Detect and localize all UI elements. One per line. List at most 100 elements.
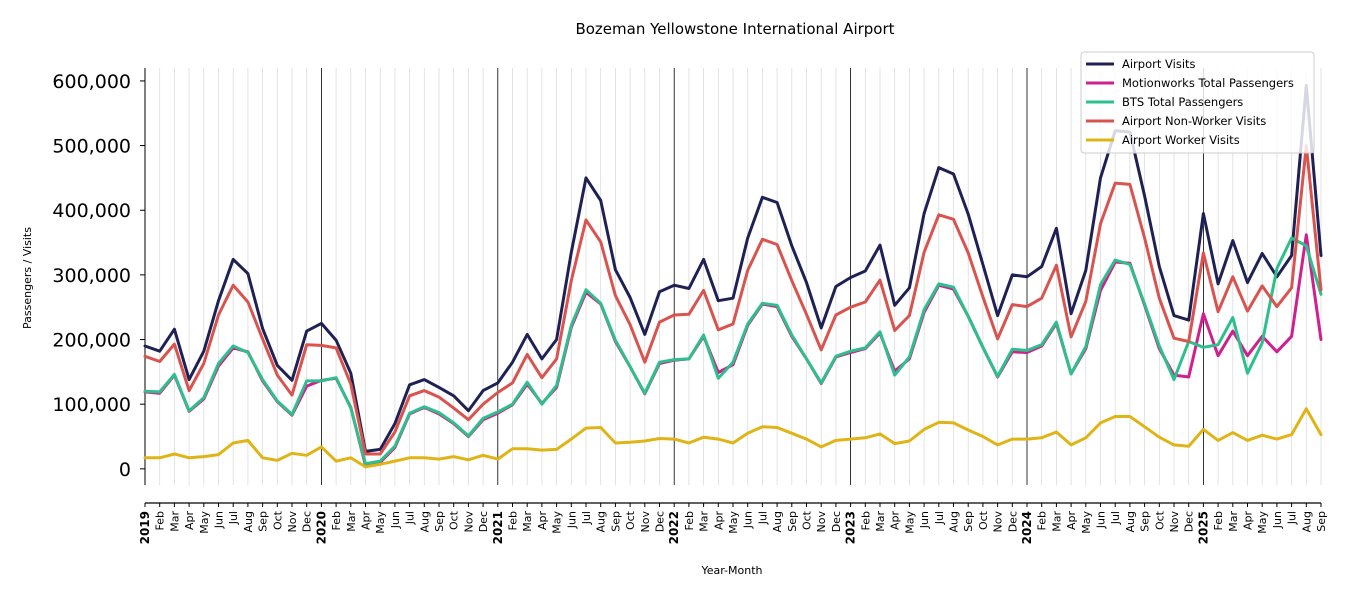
x-tick-label: Dec bbox=[830, 511, 843, 532]
x-tick-label: Jun bbox=[1271, 511, 1284, 529]
x-tick-label: Dec bbox=[477, 511, 490, 532]
x-tick-label: Jul bbox=[756, 511, 769, 525]
x-tick-label: Mar bbox=[1227, 511, 1240, 532]
y-tick-label: 100,000 bbox=[52, 394, 131, 416]
x-tick-label: Oct bbox=[271, 510, 284, 530]
x-tick-label: Apr bbox=[1242, 511, 1255, 531]
y-axis-label: Passengers / Visits bbox=[21, 227, 34, 329]
x-tick-label: Feb bbox=[683, 511, 696, 530]
legend-label: Airport Visits bbox=[1122, 57, 1196, 71]
legend-label: Airport Non-Worker Visits bbox=[1122, 114, 1266, 128]
x-tick-label: 2024 bbox=[1020, 511, 1034, 544]
x-tick-label: Aug bbox=[418, 511, 431, 532]
y-tick-label: 600,000 bbox=[52, 71, 131, 93]
x-tick-label: Nov bbox=[286, 511, 299, 533]
legend: Airport Visits Motionworks Total Passenge… bbox=[1080, 51, 1315, 154]
x-tick-label: Oct bbox=[1153, 510, 1166, 530]
series-line-airport-non-worker-visits bbox=[143, 144, 1323, 456]
x-tick-label: Nov bbox=[992, 511, 1005, 533]
x-tick-label: Apr bbox=[536, 511, 549, 531]
x-tick-label: Aug bbox=[771, 511, 784, 532]
x-tick-label: Jun bbox=[213, 511, 226, 529]
x-tick-label: May bbox=[374, 511, 387, 534]
x-tick-label: Dec bbox=[654, 511, 667, 532]
x-tick-label: Sep bbox=[257, 511, 270, 532]
x-tick-label: Jun bbox=[389, 511, 402, 529]
x-tick-label: Mar bbox=[698, 511, 711, 532]
x-tick-label: Oct bbox=[977, 510, 990, 530]
x-tick-label: 2019 bbox=[138, 511, 152, 544]
x-tick-label: Aug bbox=[1300, 511, 1313, 532]
x-tick-label: Oct bbox=[448, 510, 461, 530]
x-tick-label: Mar bbox=[168, 511, 181, 532]
legend-label: Motionworks Total Passengers bbox=[1122, 76, 1294, 90]
x-tick-label: 2023 bbox=[844, 511, 858, 544]
x-tick-label: Sep bbox=[1315, 511, 1328, 532]
x-tick-label: Apr bbox=[183, 511, 196, 531]
x-tick-label: Sep bbox=[786, 511, 799, 532]
x-tick-label: Feb bbox=[154, 511, 167, 530]
x-tick-label: Mar bbox=[345, 511, 358, 532]
x-tick-label: May bbox=[727, 511, 740, 534]
x-tick-label: 2020 bbox=[314, 511, 328, 544]
x-tick-label: Aug bbox=[242, 511, 255, 532]
x-tick-label: Nov bbox=[639, 511, 652, 533]
x-tick-label: Sep bbox=[962, 511, 975, 532]
x-tick-label: Aug bbox=[1124, 511, 1137, 532]
x-tick-label: Jul bbox=[580, 511, 593, 525]
y-tick-label: 200,000 bbox=[52, 330, 131, 352]
x-tick-label: Jun bbox=[742, 511, 755, 529]
x-tick-label: Apr bbox=[889, 511, 902, 531]
series-line-bts-total-passengers bbox=[143, 236, 1323, 466]
x-tick-label: Jun bbox=[565, 511, 578, 529]
x-tick-label: Apr bbox=[712, 511, 725, 531]
x-tick-label: Feb bbox=[859, 511, 872, 530]
x-tick-label: Jul bbox=[1286, 511, 1299, 525]
x-tick-label: May bbox=[1080, 511, 1093, 534]
x-tick-label: May bbox=[551, 511, 564, 534]
x-tick-label: May bbox=[198, 511, 211, 534]
x-tick-label: Feb bbox=[507, 511, 520, 530]
x-axis-label: Year-Month bbox=[700, 564, 762, 577]
x-tick-label: May bbox=[903, 511, 916, 534]
x-tick-label: Mar bbox=[1050, 511, 1063, 532]
x-tick-label: Dec bbox=[1006, 511, 1019, 532]
y-tick-label: 0 bbox=[119, 459, 131, 481]
x-tick-label: Apr bbox=[1065, 511, 1078, 531]
x-tick-label: Dec bbox=[1183, 511, 1196, 532]
x-tick-label: Jun bbox=[918, 511, 931, 529]
x-tick-label: Feb bbox=[330, 511, 343, 530]
x-tick-label: Jun bbox=[1095, 511, 1108, 529]
axes: 0 100,000 200,000 300,000 400,000 500,000 600,… bbox=[52, 68, 1328, 544]
x-tick-label: Oct bbox=[801, 510, 814, 530]
x-tick-label: Feb bbox=[1212, 511, 1225, 530]
x-tick-label: 2022 bbox=[667, 511, 681, 544]
x-tick-label: Nov bbox=[1168, 511, 1181, 533]
x-tick-label: Dec bbox=[301, 511, 314, 532]
x-tick-label: Jul bbox=[404, 511, 417, 525]
y-tick-label: 300,000 bbox=[52, 265, 131, 287]
x-tick-label: Feb bbox=[1036, 511, 1049, 530]
x-tick-label: Sep bbox=[609, 511, 622, 532]
x-tick-label: Mar bbox=[874, 511, 887, 532]
series-line-airport-worker-visits bbox=[143, 407, 1323, 469]
x-tick-label: Apr bbox=[360, 511, 373, 531]
x-tick-label: 2021 bbox=[491, 511, 505, 544]
x-tick-label: Nov bbox=[462, 511, 475, 533]
x-tick-label: May bbox=[1256, 511, 1269, 534]
legend-label: Airport Worker Visits bbox=[1122, 133, 1240, 147]
x-tick-label: Sep bbox=[433, 511, 446, 532]
x-tick-label: 2025 bbox=[1196, 511, 1210, 544]
y-tick-label: 500,000 bbox=[52, 136, 131, 158]
legend-box bbox=[1080, 51, 1315, 154]
x-tick-label: Mar bbox=[521, 511, 534, 532]
chart-title: Bozeman Yellowstone International Airpor… bbox=[575, 20, 894, 38]
x-tick-label: Sep bbox=[1139, 511, 1152, 532]
legend-label: BTS Total Passengers bbox=[1122, 95, 1243, 109]
x-tick-label: Jul bbox=[1109, 511, 1122, 525]
x-tick-label: Jul bbox=[933, 511, 946, 525]
x-tick-label: Oct bbox=[624, 510, 637, 530]
x-tick-label: Nov bbox=[815, 511, 828, 533]
x-tick-label: Jul bbox=[227, 511, 240, 525]
